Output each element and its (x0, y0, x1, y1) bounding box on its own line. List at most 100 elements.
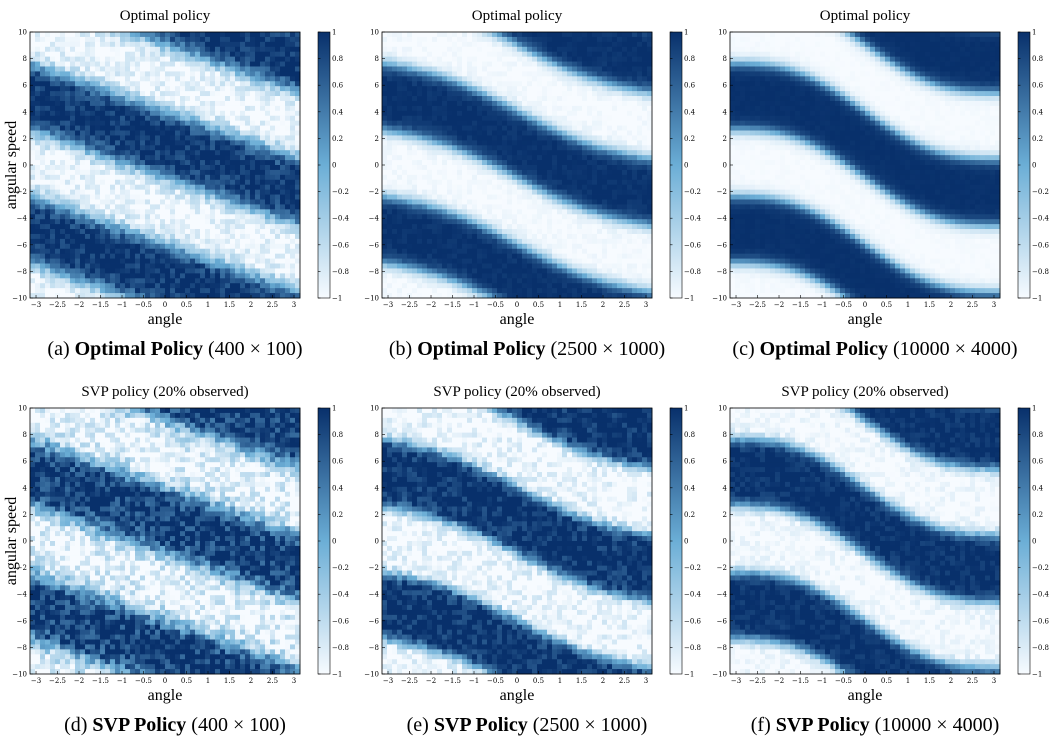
heatmap-cell (65, 258, 71, 264)
heatmap-cell (115, 100, 121, 107)
heatmap-cell (105, 165, 111, 171)
heatmap-cell (165, 105, 171, 112)
heatmap-cell (75, 41, 81, 48)
heatmap-cell (245, 110, 251, 117)
heatmap-cell (115, 209, 121, 215)
heatmap-cell (95, 105, 101, 112)
heatmap-cell (432, 238, 438, 245)
heatmap-cell (497, 258, 503, 264)
heatmap-cell (295, 46, 301, 53)
heatmap-cell (270, 105, 276, 112)
heatmap-cell (30, 238, 36, 245)
heatmap-cell (190, 32, 196, 38)
heatmap-cell (170, 135, 176, 141)
heatmap-cell (512, 288, 518, 294)
heatmap-cell (432, 243, 438, 250)
heatmap-cell (110, 253, 116, 259)
heatmap-cell (280, 189, 286, 195)
chart-title: Optimal policy (472, 8, 563, 24)
heatmap-cell (220, 81, 226, 87)
heatmap-cell (260, 81, 266, 87)
heatmap-cell (290, 46, 296, 53)
heatmap-cell (417, 258, 423, 264)
heatmap-cell (170, 194, 176, 200)
heatmap-cell (250, 76, 256, 82)
heatmap-cell (125, 278, 131, 284)
heatmap-cell (552, 233, 558, 240)
heatmap-cell (512, 189, 518, 195)
heatmap-cell (517, 91, 523, 97)
heatmap-cell (30, 243, 36, 250)
heatmap-cell (517, 233, 523, 240)
heatmap-cell (462, 283, 468, 289)
heatmap-cell (275, 91, 281, 97)
heatmap-cell (110, 263, 116, 269)
heatmap-cell (190, 224, 196, 230)
heatmap-cell (260, 115, 266, 122)
heatmap-cell (537, 273, 543, 279)
heatmap-cell (235, 174, 241, 181)
heatmap-cell (250, 71, 256, 77)
heatmap-cell (90, 194, 96, 200)
heatmap-cell (220, 283, 226, 289)
heatmap-cell (55, 238, 61, 245)
heatmap-cell (417, 66, 423, 72)
heatmap-cell (95, 135, 101, 141)
heatmap-cell (230, 160, 236, 166)
heatmap-cell (220, 110, 226, 117)
heatmap-cell (255, 253, 261, 259)
heatmap-cell (532, 160, 538, 166)
heatmap-cell (295, 145, 301, 151)
heatmap-cell (467, 76, 473, 82)
heatmap-cell (235, 51, 241, 58)
heatmap-cell (135, 91, 141, 97)
heatmap-cell (522, 214, 528, 220)
heatmap-cell (562, 91, 568, 97)
heatmap-cell (497, 283, 503, 289)
heatmap-cell (180, 184, 186, 191)
figure-caption: (a) Optimal Policy (400 × 100) (0, 338, 350, 361)
heatmap-cell (130, 209, 136, 215)
heatmap-cell (240, 204, 246, 210)
heatmap-cell (145, 120, 151, 126)
heatmap-cell (492, 165, 498, 171)
heatmap-cell (215, 100, 221, 107)
heatmap-cell (65, 91, 71, 97)
heatmap-cell (290, 209, 296, 215)
heatmap-cell (295, 36, 301, 43)
heatmap-cell (105, 32, 111, 38)
heatmap-cell (387, 273, 393, 279)
heatmap-cell (185, 224, 191, 230)
heatmap-cell (290, 278, 296, 284)
heatmap-cell (427, 145, 433, 151)
heatmap-cell (437, 184, 443, 191)
heatmap-cell (215, 125, 221, 131)
y-axis-label: angular speed (3, 121, 20, 209)
heatmap-cell (280, 145, 286, 151)
heatmap-cell (557, 160, 563, 166)
heatmap-cell (30, 110, 36, 117)
heatmap-cell (180, 120, 186, 126)
heatmap-cell (85, 125, 91, 131)
heatmap-cell (285, 36, 291, 43)
heatmap-cell (382, 229, 388, 235)
heatmap-cell (235, 91, 241, 97)
heatmap-cell (442, 229, 448, 235)
heatmap-cell (200, 238, 206, 245)
heatmap-cell (120, 248, 126, 255)
heatmap-cell (150, 179, 156, 186)
heatmap-cell (392, 160, 398, 166)
heatmap-cell (50, 194, 56, 200)
heatmap-cell (542, 219, 548, 225)
heatmap-cell (275, 105, 281, 112)
heatmap-cell (285, 229, 291, 235)
heatmap-cell (150, 238, 156, 245)
heatmap-cell (205, 135, 211, 141)
heatmap-cell (295, 71, 301, 77)
heatmap-cell (195, 184, 201, 191)
heatmap-cell (467, 169, 473, 176)
heatmap-cell (270, 41, 276, 48)
heatmap-cell (200, 105, 206, 112)
heatmap-cell (382, 100, 388, 107)
heatmap-cell (115, 184, 121, 191)
